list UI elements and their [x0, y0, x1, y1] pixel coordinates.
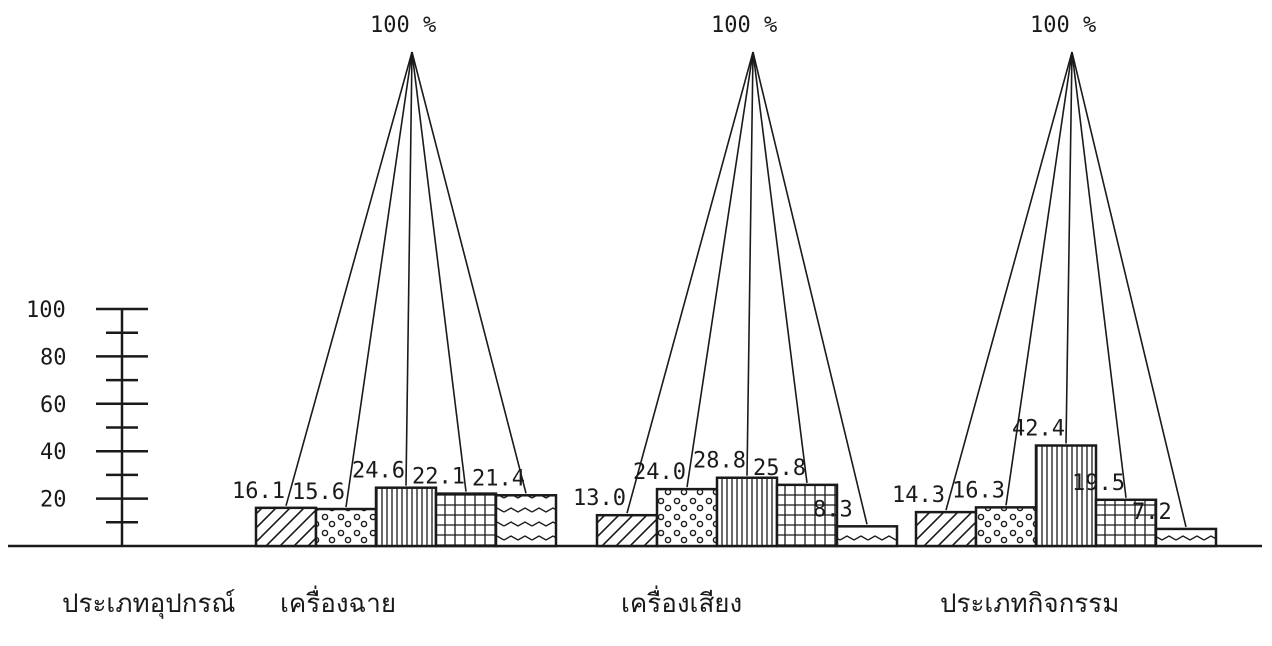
bar-1-0 [595, 513, 659, 548]
value-label-1-0: 13.0 [573, 486, 626, 511]
value-label-0-0: 16.1 [232, 479, 285, 504]
ray-1-2 [746, 51, 754, 476]
bar-0-4 [494, 494, 558, 548]
ray-0-4 [411, 51, 527, 494]
bar-0-3 [434, 492, 498, 548]
ray-2-2 [1065, 51, 1073, 444]
row-label: ประเภทอุปกรณ์ [62, 589, 236, 619]
ray-0-1 [345, 51, 413, 508]
value-label-2-2: 42.4 [1012, 417, 1065, 442]
value-label-2-3: 19.5 [1072, 471, 1125, 496]
y-tick-label-2: 60 [40, 393, 67, 418]
y-tick-label-4: 20 [40, 488, 67, 513]
group-label-0: เครื่องฉาย [280, 585, 396, 619]
bar-2-1 [974, 506, 1038, 548]
value-label-1-3: 25.8 [753, 456, 806, 481]
ray-1-1 [686, 51, 754, 488]
value-label-0-3: 22.1 [412, 465, 465, 490]
value-label-0-2: 24.6 [352, 459, 405, 484]
bar-1-4 [835, 525, 899, 548]
group-label-1: เครื่องเสียง [621, 585, 742, 619]
ray-1-0 [626, 51, 754, 514]
bar-1-1 [655, 487, 719, 548]
value-label-2-4: 7.2 [1132, 500, 1172, 525]
y-tick-label-3: 40 [40, 440, 67, 465]
group-total-label-0: 100 % [370, 13, 436, 38]
ray-0-0 [285, 51, 413, 507]
bar-2-2 [1034, 444, 1098, 548]
value-label-0-4: 21.4 [472, 466, 525, 491]
ray-2-3 [1071, 51, 1127, 498]
bar-2-0 [914, 510, 978, 548]
ray-2-0 [945, 51, 1073, 511]
value-label-2-0: 14.3 [892, 483, 945, 508]
bar-layer [254, 444, 1218, 548]
bar-0-2 [374, 486, 438, 548]
ray-1-4 [752, 51, 868, 525]
bar-0-0 [254, 506, 318, 548]
value-label-1-2: 28.8 [693, 449, 746, 474]
label-layer: 100 80 60 40 20 100 % 16.1 15.6 24.6 22.1 21.4 เครื… [26, 13, 1172, 619]
bar-0-1 [314, 507, 378, 548]
bar-1-2 [715, 476, 779, 548]
ray-2-1 [1005, 51, 1073, 506]
group-total-label-1: 100 % [711, 13, 777, 38]
group-total-label-2: 100 % [1030, 13, 1096, 38]
value-label-1-4: 8.3 [813, 497, 853, 522]
ray-0-2 [405, 51, 413, 486]
bar-2-4 [1154, 527, 1218, 548]
ray-2-4 [1071, 51, 1187, 528]
value-label-0-1: 15.6 [292, 480, 345, 505]
value-label-2-1: 16.3 [952, 478, 1005, 503]
ray-0-3 [411, 51, 467, 492]
value-label-1-1: 24.0 [633, 460, 686, 485]
bar-2-3 [1094, 498, 1158, 548]
ray-layer [285, 51, 1187, 528]
bar-1-3 [775, 483, 839, 548]
y-tick-label-1: 80 [40, 345, 67, 370]
y-tick-label-0: 100 [26, 298, 66, 323]
group-label-2: ประเภทกิจกรรม [940, 589, 1119, 619]
ray-1-3 [752, 51, 808, 483]
